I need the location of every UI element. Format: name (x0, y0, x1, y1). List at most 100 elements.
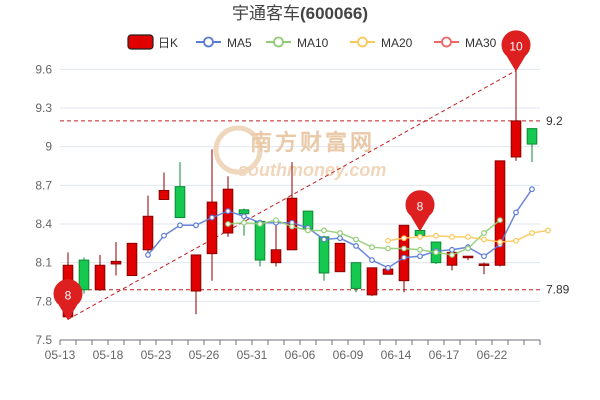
legend-dot-icon-4 (441, 36, 452, 48)
candle-body (462, 255, 474, 259)
ma-point (417, 246, 423, 253)
x-tick-label: 05-26 (189, 348, 220, 362)
legend-dot-icon-2 (273, 36, 284, 48)
reference-label: 7.89 (546, 283, 570, 297)
axes: 05-13 05-18 05-23 05-26 05-31 06-06 06-09 06-14… (45, 339, 541, 362)
legend-dot-icon-1 (203, 36, 214, 48)
x-tick-label: 06-17 (429, 348, 460, 362)
ma-point (401, 254, 407, 261)
candle-body (510, 120, 522, 158)
marker-pin (501, 30, 531, 72)
candle-body (206, 201, 218, 255)
candle-body (366, 267, 378, 296)
ma-point (321, 227, 327, 234)
ma-point (225, 208, 231, 215)
x-tick-label: 06-14 (381, 348, 412, 362)
ma-point (481, 253, 487, 260)
trend-line (67, 70, 517, 320)
chart-title: 宇通客车(600066) (232, 4, 368, 23)
ma-point (289, 223, 295, 230)
ma-point (449, 233, 455, 240)
ma-point (529, 230, 535, 236)
candle-body (142, 215, 154, 251)
legend-dot-icon-3 (357, 36, 368, 48)
watermark-logo (213, 125, 263, 175)
candle-body (254, 220, 266, 261)
ma-point (529, 186, 535, 193)
legend-label-1: MA5 (227, 36, 252, 50)
legend-label-0: 日K (158, 36, 178, 50)
x-tick-label: 05-23 (141, 348, 172, 362)
ma-point (273, 217, 279, 224)
ma-point (209, 214, 215, 221)
legend-label-3: MA20 (381, 36, 413, 50)
x-tick-label: 06-22 (477, 348, 508, 362)
watermark-text: 南方财富网 (250, 130, 375, 155)
marker-label: 8 (65, 288, 72, 302)
reference-label: 9.2 (546, 114, 563, 128)
candle-body (94, 264, 106, 291)
candle-body (526, 128, 538, 145)
ma-point (513, 209, 519, 216)
marker-pin (53, 279, 83, 321)
ma-point (481, 236, 487, 243)
y-tick-label: 8.1 (35, 256, 52, 270)
ma-point (433, 249, 439, 256)
ma-point (497, 217, 503, 224)
moving-average-lines (145, 186, 551, 271)
x-tick-label: 06-09 (333, 348, 364, 362)
ma-point (417, 253, 423, 260)
ma-point (545, 227, 551, 234)
ma-point (513, 237, 519, 244)
x-tick-label: 06-06 (285, 348, 316, 362)
ma-point (257, 221, 263, 227)
ma-point (449, 246, 455, 253)
ma-point (401, 235, 407, 242)
ma-point (449, 252, 455, 258)
ma-point (353, 243, 359, 249)
ma-point (369, 257, 375, 263)
candle-body (238, 209, 250, 215)
marker-pin (405, 190, 435, 232)
legend-candle-icon (127, 34, 154, 50)
x-tick-label: 05-31 (237, 348, 268, 362)
y-tick-label: 9.6 (35, 62, 52, 76)
y-tick-label: 9 (45, 140, 52, 154)
candle-body (78, 259, 90, 291)
watermark: 南方财富网 southmoney.com (213, 125, 386, 180)
ma-point (417, 233, 423, 240)
ma-point (241, 219, 247, 226)
candles (62, 70, 538, 320)
ma-point (353, 236, 359, 243)
candle-body (270, 249, 282, 264)
y-gridlines: 7.5 7.8 8.1 8.4 8.7 9 9.3 9.6 (35, 62, 540, 347)
candle-body (494, 160, 506, 266)
ma-point (337, 235, 343, 242)
watermark-subtext: southmoney.com (238, 160, 386, 180)
y-tick-label: 8.4 (35, 217, 52, 231)
ma-point (177, 222, 183, 229)
y-tick-label: 9.3 (35, 101, 52, 115)
candle-body (158, 189, 170, 201)
y-tick-label: 7.8 (35, 294, 52, 308)
candle-body (334, 242, 346, 273)
y-tick-label: 7.5 (35, 333, 52, 347)
legend: 日K MA5 MA10 MA20 MA30 (127, 34, 497, 50)
reference-lines: 9.2 7.89 (60, 114, 570, 297)
candle-body (190, 254, 202, 292)
ma-point (385, 264, 391, 271)
ma-point (193, 222, 199, 229)
ma-point (497, 239, 503, 245)
ma-point (321, 236, 327, 243)
ma-point (241, 213, 247, 220)
candle-body (174, 186, 186, 219)
legend-label-2: MA10 (297, 36, 329, 50)
ma-point (465, 233, 471, 240)
ma-point (161, 232, 167, 239)
ma-point (385, 237, 391, 244)
ma-point (305, 227, 311, 234)
y-tick-label: 8.7 (35, 178, 52, 192)
ma-point (369, 244, 375, 251)
marker-label: 8 (417, 199, 424, 213)
x-tick-label: 05-18 (93, 348, 124, 362)
